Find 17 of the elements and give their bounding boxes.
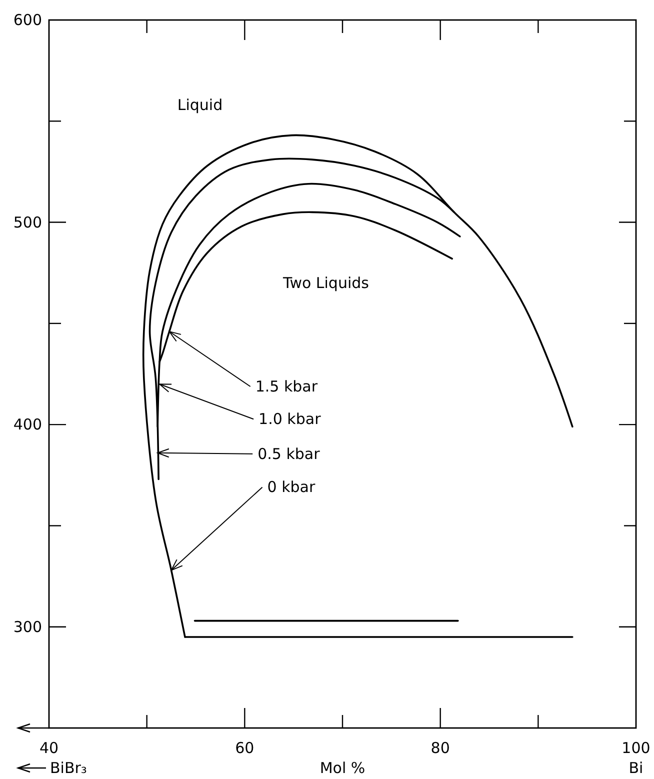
y-tick-label: 600	[13, 11, 42, 29]
annotation: Liquid	[177, 96, 223, 114]
annotation: 0 kbar	[267, 478, 316, 496]
annotation: 0.5 kbar	[258, 444, 321, 463]
x-tick-label: 80	[430, 739, 450, 757]
text: Bi	[628, 759, 644, 777]
text: BiBr₃	[50, 759, 87, 777]
y-tick-label: 300	[13, 618, 42, 636]
y-tick-label: 400	[13, 416, 42, 434]
x-tick-label: 100	[622, 739, 650, 757]
x-tick-label: 60	[235, 739, 254, 757]
annotation: 1.0 kbar	[258, 410, 322, 428]
y-tick-label: 500	[13, 213, 42, 232]
annotation: 1.5 kbar	[255, 378, 318, 396]
x-tick-label: 40	[39, 739, 59, 757]
annotation: Two Liquids	[282, 274, 370, 292]
x-axis-title: Mol %	[320, 759, 366, 777]
